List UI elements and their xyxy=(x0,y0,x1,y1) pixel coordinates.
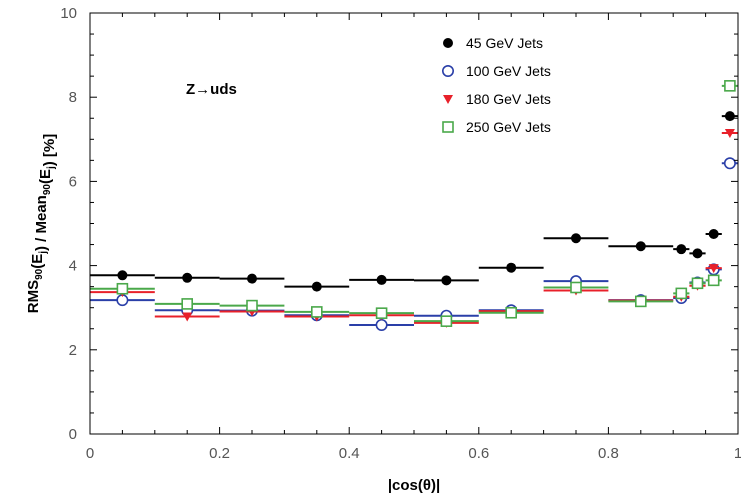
data-point xyxy=(724,111,735,122)
x-axis-title: |cos(θ)| xyxy=(388,477,440,494)
data-point xyxy=(375,318,388,331)
plot-frame xyxy=(89,12,739,435)
y-tick-label: 0 xyxy=(69,426,77,443)
data-point xyxy=(708,229,719,240)
data-point xyxy=(724,80,736,92)
x-tick-label: 0 xyxy=(86,445,94,462)
data-point xyxy=(375,307,388,319)
legend-item: 250 GeV Jets xyxy=(442,119,551,135)
data-point xyxy=(571,233,581,244)
data-point xyxy=(182,272,193,283)
legend-marker xyxy=(441,65,454,78)
data-point xyxy=(181,298,193,310)
legend-item: 45 GeV Jets xyxy=(443,35,543,51)
data-point xyxy=(117,270,128,281)
data-point xyxy=(182,312,193,322)
data-point xyxy=(675,287,688,300)
legend-marker xyxy=(443,95,453,104)
data-point xyxy=(246,299,258,312)
data-point xyxy=(116,282,129,295)
legend-item: 100 GeV Jets xyxy=(441,63,551,79)
y-tick-label: 2 xyxy=(69,342,77,359)
y-tick-label: 6 xyxy=(69,173,77,190)
series-4 xyxy=(90,80,738,327)
data-point xyxy=(708,264,719,274)
data-point xyxy=(440,315,453,327)
data-point xyxy=(634,295,647,308)
y-tick-label: 8 xyxy=(69,89,77,106)
data-point xyxy=(691,277,704,290)
x-tick-label: 1 xyxy=(734,445,741,462)
legend-label: 45 GeV Jets xyxy=(466,35,543,51)
legend-marker xyxy=(443,38,453,48)
legend-label: 250 GeV Jets xyxy=(466,119,551,135)
data-point xyxy=(570,281,582,294)
data-point xyxy=(676,244,687,255)
legend-label: 180 GeV Jets xyxy=(466,91,551,107)
legend: 45 GeV Jets 100 GeV Jets 180 GeV Jets 250 G… xyxy=(441,35,551,135)
data-point xyxy=(635,241,646,252)
data-point xyxy=(505,306,518,319)
data-point xyxy=(724,128,735,138)
annotation-label: Z→uds xyxy=(186,81,237,98)
x-tick-label: 0.4 xyxy=(339,445,360,462)
legend-marker xyxy=(442,121,454,133)
y-tick-label: 4 xyxy=(69,258,77,275)
data-point xyxy=(506,262,517,273)
x-tick-label: 0.6 xyxy=(468,445,489,462)
x-tick-label: 0.8 xyxy=(598,445,619,462)
plot-area xyxy=(90,80,738,331)
data-point xyxy=(723,157,736,170)
data-point xyxy=(441,275,452,286)
x-tick-label: 0.2 xyxy=(209,445,230,462)
data-point xyxy=(247,273,257,284)
data-point xyxy=(376,274,387,285)
series-1 xyxy=(90,111,738,292)
data-point xyxy=(311,281,322,292)
legend-item: 180 GeV Jets xyxy=(443,91,551,107)
legend-label: 100 GeV Jets xyxy=(466,63,551,79)
data-point xyxy=(692,248,703,259)
data-point xyxy=(707,274,720,287)
y-axis-title: RMS90(Ej) / Mean90(Ej) [%] xyxy=(25,134,58,314)
data-point xyxy=(310,306,323,318)
y-tick-label: 10 xyxy=(60,5,77,22)
